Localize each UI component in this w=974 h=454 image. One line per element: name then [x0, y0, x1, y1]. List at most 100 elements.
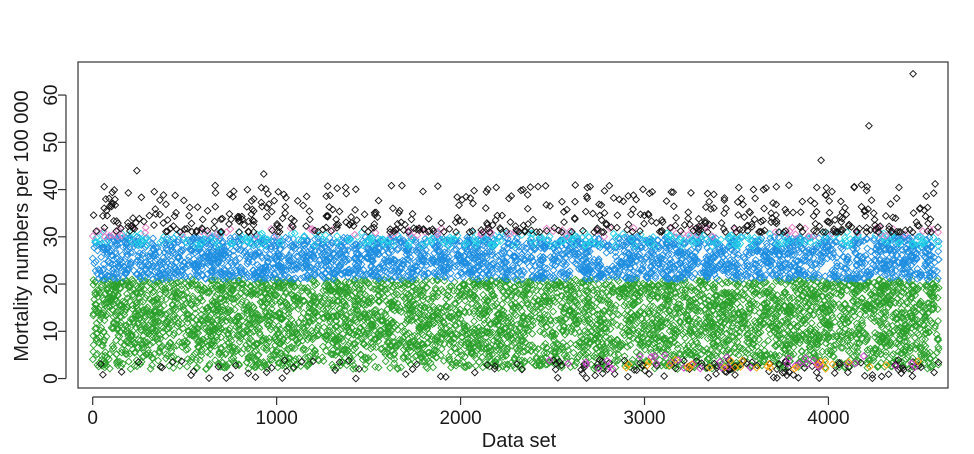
- data-point-green: [648, 321, 657, 330]
- data-point-green: [324, 341, 333, 349]
- data-point-green: [711, 323, 720, 332]
- data-point-green: [215, 348, 224, 357]
- data-point-green: [304, 312, 313, 321]
- data-point-green: [633, 335, 642, 344]
- data-point-green: [701, 306, 709, 315]
- data-point-green: [299, 297, 308, 305]
- data-point-green: [120, 310, 129, 319]
- data-point-green: [452, 306, 461, 315]
- data-point-green: [122, 305, 131, 314]
- data-point-green: [912, 321, 921, 330]
- data-point-green: [768, 353, 777, 362]
- data-point-green: [606, 308, 615, 317]
- data-point-green: [571, 298, 579, 307]
- data-point-green: [228, 343, 237, 352]
- data-point-green: [240, 344, 248, 353]
- data-point-green: [925, 289, 934, 297]
- data-point-green: [216, 294, 225, 303]
- data-point-green: [724, 314, 733, 323]
- data-point-green: [633, 297, 642, 306]
- data-point-green: [131, 312, 140, 321]
- data-point-green: [292, 336, 301, 345]
- data-point-green: [650, 334, 659, 342]
- data-point-green: [105, 355, 113, 364]
- data-point-green: [214, 310, 223, 319]
- data-point-green: [428, 312, 437, 321]
- data-point-green: [917, 343, 926, 352]
- data-point-green: [660, 291, 669, 299]
- data-point-green: [359, 340, 368, 349]
- data-point-green: [805, 311, 814, 320]
- data-point-green: [165, 324, 174, 332]
- data-point-green: [766, 329, 775, 338]
- data-point-green: [608, 287, 617, 296]
- data-point-green: [448, 360, 457, 369]
- data-point-green: [842, 315, 851, 324]
- data-point-green: [826, 346, 835, 355]
- data-point-green: [850, 302, 859, 311]
- data-point-green: [664, 342, 673, 350]
- data-point-green: [863, 345, 872, 354]
- data-point-green: [108, 306, 117, 315]
- data-point-green: [377, 307, 386, 316]
- data-point-green: [841, 299, 849, 308]
- data-point-green: [863, 348, 872, 357]
- data-point-green: [305, 304, 314, 313]
- data-point-green: [167, 347, 176, 356]
- data-point-green: [847, 327, 856, 336]
- data-point-green: [743, 338, 751, 346]
- data-point-green: [791, 283, 800, 292]
- data-point-green: [580, 317, 589, 326]
- data-point-green: [801, 319, 810, 328]
- data-point-green: [283, 300, 292, 309]
- data-point-green: [893, 294, 902, 303]
- data-point-green: [568, 312, 576, 321]
- data-point-green: [212, 311, 221, 320]
- data-point-green: [405, 292, 414, 301]
- data-point-green: [509, 303, 518, 312]
- data-point-green: [359, 321, 368, 330]
- data-point-green: [500, 294, 509, 302]
- data-point-green: [116, 318, 125, 327]
- data-point-green: [333, 297, 342, 306]
- data-point-green: [468, 324, 477, 333]
- data-point-green: [908, 342, 917, 351]
- data-point-green: [756, 282, 764, 291]
- data-point-green: [621, 284, 630, 293]
- data-point-green: [430, 293, 439, 302]
- data-point-green: [639, 285, 648, 294]
- data-point-green: [146, 285, 155, 294]
- data-point-green: [267, 291, 276, 300]
- data-point-green: [422, 276, 431, 285]
- data-point-green: [360, 290, 369, 299]
- data-point-green: [759, 357, 768, 366]
- data-point-green: [569, 348, 578, 357]
- data-point-green: [260, 288, 269, 297]
- data-point-green: [360, 340, 369, 349]
- data-point-green: [910, 303, 919, 312]
- data-point-green: [229, 353, 238, 362]
- data-point-green: [293, 330, 301, 338]
- data-point-green: [309, 334, 318, 343]
- data-point-green: [349, 346, 358, 354]
- data-point-green: [351, 288, 360, 297]
- data-point-green: [112, 336, 121, 345]
- data-point-green: [260, 359, 269, 367]
- data-point-green: [277, 296, 286, 305]
- data-point-green: [796, 285, 805, 294]
- data-point-green: [780, 288, 789, 297]
- data-point-green: [413, 332, 422, 341]
- data-point-green: [288, 290, 296, 299]
- data-point-green: [344, 325, 353, 334]
- data-point-green: [163, 309, 172, 318]
- data-point-green: [481, 338, 490, 347]
- data-point-green: [267, 322, 276, 331]
- data-point-green: [562, 314, 570, 323]
- data-point-green: [188, 294, 197, 303]
- data-point-green: [581, 311, 590, 320]
- data-point-green: [133, 304, 142, 313]
- data-point-green: [600, 306, 609, 315]
- data-point-green: [217, 283, 226, 292]
- data-point-green: [622, 315, 631, 324]
- data-point-green: [520, 331, 529, 340]
